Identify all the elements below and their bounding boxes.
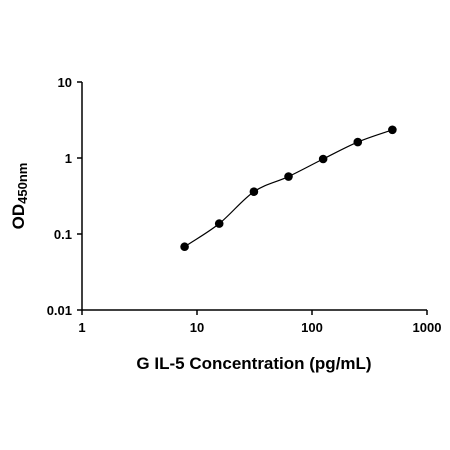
data-point [318, 154, 328, 164]
y-tick-label: 1 [65, 151, 72, 166]
data-points [180, 125, 397, 252]
x-tick-label: 100 [301, 320, 323, 335]
fit-curve [184, 129, 393, 248]
y-tick-label: 0.1 [54, 227, 72, 242]
y-axis-title: OD450nm [9, 163, 30, 230]
data-point [388, 125, 397, 135]
data-point [180, 242, 189, 252]
axes [81, 82, 427, 311]
x-tick-label: 1000 [413, 320, 442, 335]
y-ticks: 0.01 0.1 1 10 [47, 75, 82, 318]
x-axis-title: G IL-5 Concentration (pg/mL) [136, 354, 371, 373]
data-point [249, 187, 259, 197]
x-ticks: 1 10 100 1000 [78, 310, 441, 335]
y-tick-label: 0.01 [47, 303, 72, 318]
y-tick-label: 10 [58, 75, 72, 90]
y-axis-title-subscript: 450nm [15, 163, 30, 204]
data-point [353, 137, 363, 147]
y-axis-title-main: OD [9, 204, 28, 230]
x-tick-label: 1 [78, 320, 85, 335]
data-point [284, 172, 293, 181]
data-point [214, 219, 224, 228]
x-tick-label: 10 [190, 320, 204, 335]
